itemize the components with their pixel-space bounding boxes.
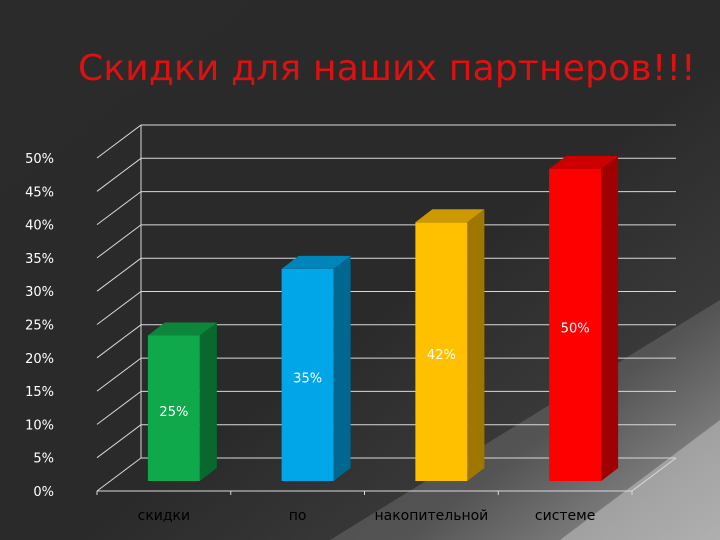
y-tick-label: 25% xyxy=(25,319,54,334)
y-tick-label: 40% xyxy=(25,219,54,234)
bar xyxy=(415,222,468,481)
gridline-side xyxy=(96,224,142,259)
gridline-side xyxy=(96,424,142,459)
y-tick-label: 20% xyxy=(25,352,54,367)
gridline-side xyxy=(96,257,142,292)
bar-top xyxy=(281,255,351,269)
bar-side xyxy=(333,255,351,481)
bar-top xyxy=(415,209,485,223)
slide-title: Скидки для наших партнеров!!! xyxy=(78,48,696,89)
category-label: скидки xyxy=(138,508,191,524)
floor-right-edge xyxy=(631,457,677,492)
bar-side xyxy=(199,322,217,481)
data-label: 50% xyxy=(561,322,590,337)
gridline-side xyxy=(96,457,142,492)
category-label: накопительной xyxy=(374,508,488,524)
y-tick-label: 50% xyxy=(25,152,54,167)
y-tick-label: 0% xyxy=(33,485,54,500)
gridline-side xyxy=(96,390,142,425)
y-tick-label: 45% xyxy=(25,185,54,200)
y-tick-label: 30% xyxy=(25,285,54,300)
y-tick-label: 5% xyxy=(33,452,54,467)
data-label: 35% xyxy=(293,371,322,386)
bar-top xyxy=(549,156,619,169)
bar-side xyxy=(467,209,485,481)
bar xyxy=(549,169,602,481)
y-tick-label: 15% xyxy=(25,385,54,400)
data-label: 42% xyxy=(427,348,456,363)
bar-side xyxy=(601,156,619,481)
y-tick-label: 35% xyxy=(25,252,54,267)
gridline-side xyxy=(96,357,142,392)
y-tick-label: 10% xyxy=(25,418,54,433)
bar-top xyxy=(147,322,217,336)
gridline-side xyxy=(96,324,142,359)
bar xyxy=(147,335,200,481)
gridline-side xyxy=(96,157,142,192)
data-label: 25% xyxy=(159,405,188,420)
gridline-side xyxy=(96,291,142,325)
category-label: по xyxy=(289,508,307,524)
gridline-side xyxy=(96,191,142,226)
bar xyxy=(281,268,334,481)
gridline-side xyxy=(96,124,142,159)
category-label: системе xyxy=(535,508,595,524)
